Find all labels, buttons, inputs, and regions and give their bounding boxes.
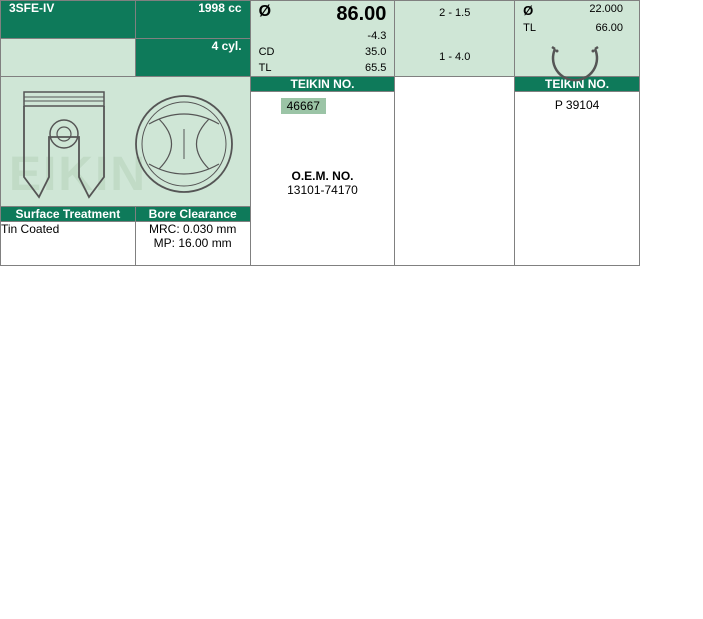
- diameter-value: 86.00: [336, 3, 386, 26]
- tl-label: TL: [259, 62, 272, 74]
- piston-top-icon: [129, 89, 239, 199]
- bore-mp: MP: 16.00 mm: [136, 236, 250, 250]
- rings-cell: 2 - 1.5 1 - 4.0: [395, 1, 515, 77]
- bore-values: MRC: 0.030 mm MP: 16.00 mm: [135, 222, 250, 266]
- surface-value: Tin Coated: [1, 222, 136, 266]
- teikin-no-1-cell: 46667 O.E.M. NO. 13101-74170: [250, 92, 395, 266]
- cylinders: 4 cyl.: [135, 39, 250, 77]
- circlip-tl-label: TL: [523, 22, 536, 34]
- ring-bottom: 1 - 4.0: [439, 51, 470, 63]
- teikin-header-1: TEIKIN NO.: [250, 77, 395, 92]
- teikin-no-2: P 39104: [515, 98, 639, 112]
- circlip-icon: [545, 41, 605, 91]
- blank-under-engine: [1, 39, 136, 77]
- piston-drawing: EIKIN: [1, 77, 251, 207]
- diameter-cell: Ø 86.00 -4.3 CD 35.0 TL 65.5: [250, 1, 395, 77]
- oem-no: 13101-74170: [251, 183, 395, 197]
- circlip-diameter: 22.000: [589, 3, 631, 18]
- blank-middle: [395, 77, 515, 266]
- diameter-offset: -4.3: [367, 30, 386, 42]
- piston-side-icon: [9, 82, 119, 202]
- surface-header: Surface Treatment: [1, 207, 136, 222]
- circlip-tl-value: 66.00: [595, 22, 631, 34]
- bore-mrc: MRC: 0.030 mm: [136, 222, 250, 236]
- teikin-no-2-cell: P 39104: [515, 92, 640, 266]
- bore-header: Bore Clearance: [135, 207, 250, 222]
- displacement: 1998 cc: [135, 1, 250, 39]
- diameter-symbol: Ø: [259, 3, 271, 26]
- engine-code: 3SFE-IV: [1, 1, 136, 39]
- circlip-cell: Ø 22.000 TL 66.00: [515, 1, 640, 77]
- teikin-no-1: 46667: [281, 98, 326, 114]
- tl-value: 65.5: [365, 62, 386, 74]
- ring-top: 2 - 1.5: [439, 7, 470, 19]
- circlip-symbol: Ø: [523, 3, 533, 18]
- cd-label: CD: [259, 46, 275, 58]
- spec-table: 3SFE-IV 1998 cc Ø 86.00 -4.3 CD 35.0 TL …: [0, 0, 640, 266]
- oem-label: O.E.M. NO.: [291, 169, 353, 183]
- cd-value: 35.0: [365, 46, 386, 58]
